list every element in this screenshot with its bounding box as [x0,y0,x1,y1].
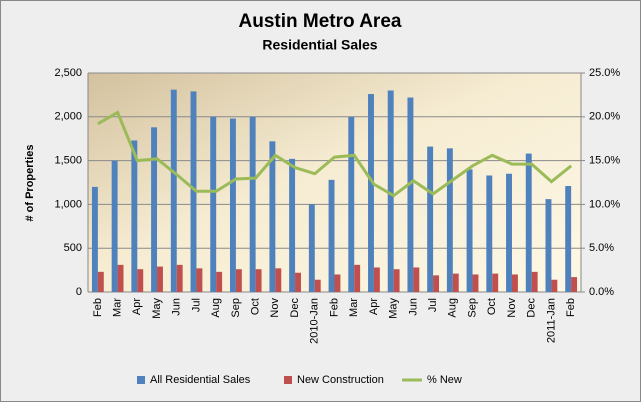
bar [229,118,236,292]
x-tick-label: Sep [230,298,242,318]
bar [433,275,440,292]
x-tick-label: 2011-Jan [545,298,557,343]
bar [571,277,578,292]
x-tick-label: Dec [289,298,301,318]
bar [427,146,434,292]
x-tick-label: Sep [466,298,478,318]
bar [131,140,138,292]
y2-tick-label: 15.0% [589,155,620,167]
bar [275,268,282,292]
bar [97,271,104,292]
y-tick-label: 0 [76,286,82,298]
bar [531,271,538,292]
legend-swatch [137,376,145,384]
bar [354,264,361,292]
y2-tick-label: 20.0% [589,111,620,123]
y-tick-label: 2,000 [54,111,82,123]
bar [486,175,493,292]
bar [348,116,355,292]
bar [446,148,453,292]
x-tick-label: Oct [250,298,262,315]
x-tick-label: Jul [190,298,202,312]
legend-swatch [284,376,292,384]
bar [407,97,414,292]
x-tick-label: Nov [506,298,518,318]
bar [452,273,459,292]
x-tick-label: May [151,298,163,319]
x-tick-label: Mar [111,298,123,317]
x-tick-label: Feb [328,298,340,317]
bar [511,274,518,292]
bar [176,264,183,292]
y-tick-label: 500 [64,242,82,254]
bar [91,186,98,292]
y2-tick-label: 10.0% [589,198,620,210]
bar [492,273,499,292]
bar [157,266,163,292]
x-tick-label: Dec [526,298,538,318]
bar [393,269,400,292]
bar [368,94,374,292]
y2-tick-label: 25.0% [589,67,620,79]
bar [235,269,242,292]
bar [328,179,335,292]
bar [551,279,558,292]
x-tick-label: Aug [447,298,459,318]
x-tick-label: Jun [171,298,183,316]
y-tick-label: 1,000 [54,198,82,210]
x-tick-label: Apr [131,298,143,315]
x-tick-label: Oct [486,298,498,315]
y-tick-label: 2,500 [54,67,82,79]
bar [137,269,144,292]
x-tick-label: Jul [427,298,439,312]
chart-subtitle: Residential Sales [262,37,377,53]
bar [117,264,124,292]
x-tick-label: 2010-Jan [309,298,321,344]
bar [289,158,296,292]
bar [314,279,321,292]
chart-title: Austin Metro Area [239,11,402,32]
x-tick-label: Apr [368,298,380,315]
x-tick-label: May [388,298,400,319]
bar [545,199,552,292]
bar [565,186,572,292]
bar [506,173,512,292]
x-tick-label: Aug [210,298,222,318]
x-tick-label: Jun [407,298,419,316]
bar [151,127,158,292]
y-axis-title: # of Properties [24,144,36,221]
y2-tick-label: 0.0% [589,286,614,298]
bar [413,267,420,292]
x-tick-label: Mar [348,298,360,317]
line-series [97,110,573,198]
bar [111,160,118,292]
bar [255,269,262,292]
x-tick-label: Feb [92,298,104,317]
legend-label: All Residential Sales [150,374,251,386]
bar [387,90,394,293]
bar [472,274,479,292]
bar [190,91,197,292]
bar [170,89,177,292]
y2-tick-label: 5.0% [589,242,614,254]
bar [269,141,276,292]
bar [216,271,223,292]
legend-label: % New [427,374,462,386]
bar [249,116,256,292]
bar [295,272,301,292]
bar [210,116,217,292]
bar [196,268,203,292]
bar [525,153,532,292]
x-tick-label: Nov [269,298,281,318]
legend-label: New Construction [297,374,384,386]
bar [308,204,315,292]
bar [466,169,473,292]
x-tick-label: Feb [565,298,577,317]
y-tick-label: 1,500 [54,155,82,167]
bar [334,274,341,292]
bar [373,267,380,292]
